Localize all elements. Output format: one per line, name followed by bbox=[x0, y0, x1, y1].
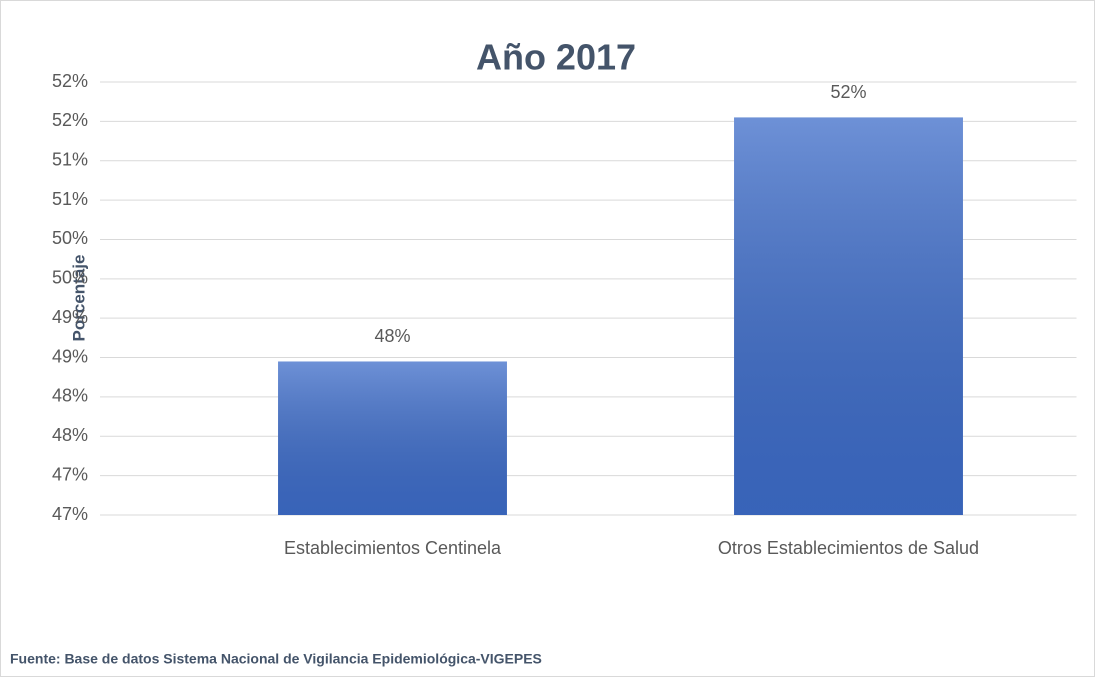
y-tick-label: 47% bbox=[52, 504, 88, 524]
y-tick-label: 47% bbox=[52, 464, 88, 484]
bar-shade bbox=[734, 117, 963, 515]
y-tick-label: 52% bbox=[52, 110, 88, 130]
y-tick-label: 50% bbox=[52, 268, 88, 288]
y-tick-label: 51% bbox=[52, 149, 88, 169]
y-tick-label: 48% bbox=[52, 425, 88, 445]
data-label: 48% bbox=[374, 326, 410, 346]
chart-title: Año 2017 bbox=[476, 37, 636, 78]
source-note: Fuente: Base de datos Sistema Nacional d… bbox=[10, 651, 542, 667]
y-tick-label: 48% bbox=[52, 386, 88, 406]
y-tick-label: 49% bbox=[52, 307, 88, 327]
data-label: 52% bbox=[830, 82, 866, 102]
y-tick-label: 51% bbox=[52, 189, 88, 209]
bar-shade bbox=[278, 361, 507, 515]
x-tick-label: Otros Establecimientos de Salud bbox=[718, 538, 979, 558]
y-axis-label: Porcentaje bbox=[69, 255, 88, 342]
y-tick-label: 52% bbox=[52, 71, 88, 91]
y-tick-label: 49% bbox=[52, 346, 88, 366]
y-tick-label: 50% bbox=[52, 228, 88, 248]
x-tick-label: Establecimientos Centinela bbox=[284, 538, 502, 558]
